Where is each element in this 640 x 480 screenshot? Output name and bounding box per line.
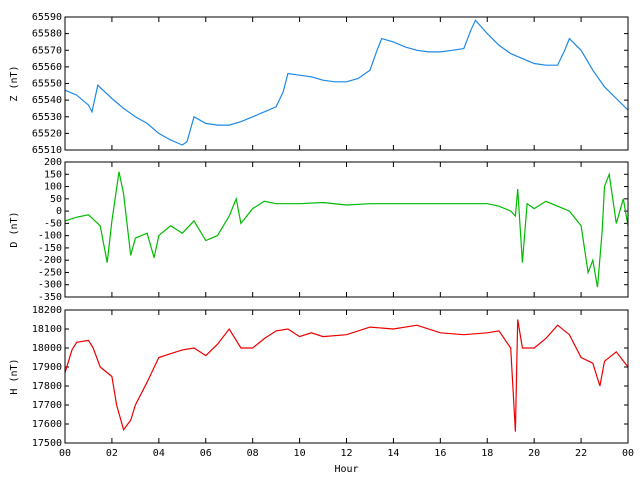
y-tick-label: 17900 <box>32 362 62 373</box>
y-tick-label: 0 <box>56 206 62 217</box>
x-tick-label: 22 <box>575 448 587 459</box>
panel-frame <box>64 309 629 444</box>
y-tick-label: 50 <box>50 194 62 205</box>
y-tick-label: -50 <box>44 218 62 229</box>
y-tick-label: 150 <box>44 169 62 180</box>
y-tick-label: -300 <box>38 280 62 291</box>
y-tick-label: -100 <box>38 231 62 242</box>
x-tick-label: 10 <box>294 448 306 459</box>
y-axis-label: D (nT) <box>9 211 20 247</box>
data-line <box>64 319 629 432</box>
y-tick-label: -350 <box>38 292 62 303</box>
x-tick-label: 08 <box>247 448 259 459</box>
x-tick-label: 14 <box>387 448 399 459</box>
y-tick-label: 65540 <box>32 95 62 106</box>
y-tick-label: 17700 <box>32 400 62 411</box>
x-tick-label: 00 <box>59 448 71 459</box>
y-tick-label: 17500 <box>32 438 62 449</box>
y-tick-label: 100 <box>44 182 62 193</box>
x-tick-label: 12 <box>340 448 352 459</box>
x-tick-label: 18 <box>481 448 493 459</box>
y-tick-label: 17600 <box>32 419 62 430</box>
panel-frame <box>64 16 629 151</box>
y-tick-label: 65530 <box>32 112 62 123</box>
y-tick-label: 65570 <box>32 45 62 56</box>
x-tick-label: 06 <box>200 448 212 459</box>
y-tick-label: 65560 <box>32 62 62 73</box>
y-tick-label: 65510 <box>32 145 62 156</box>
y-tick-label: 200 <box>44 157 62 168</box>
y-tick-label: 18000 <box>32 343 62 354</box>
y-tick-label: -200 <box>38 255 62 266</box>
y-tick-label: 65520 <box>32 128 62 139</box>
x-tick-label: 20 <box>528 448 540 459</box>
y-tick-label: -250 <box>38 267 62 278</box>
x-tick-label: 04 <box>153 448 165 459</box>
data-line <box>64 171 629 288</box>
x-axis-label: Hour <box>334 464 358 475</box>
x-tick-label: 16 <box>434 448 446 459</box>
y-tick-label: 18200 <box>32 305 62 316</box>
x-tick-label: 02 <box>106 448 118 459</box>
y-axis-label: Z (nT) <box>9 65 20 101</box>
y-tick-label: -150 <box>38 243 62 254</box>
y-tick-label: 65590 <box>32 12 62 23</box>
y-tick-label: 65580 <box>32 29 62 40</box>
y-tick-label: 17800 <box>32 381 62 392</box>
x-tick-label: 00 <box>622 448 634 459</box>
y-axis-label: H (nT) <box>9 358 20 394</box>
y-tick-label: 18100 <box>32 324 62 335</box>
panel-frame <box>64 161 629 298</box>
y-tick-label: 65550 <box>32 79 62 90</box>
data-line <box>64 19 629 146</box>
